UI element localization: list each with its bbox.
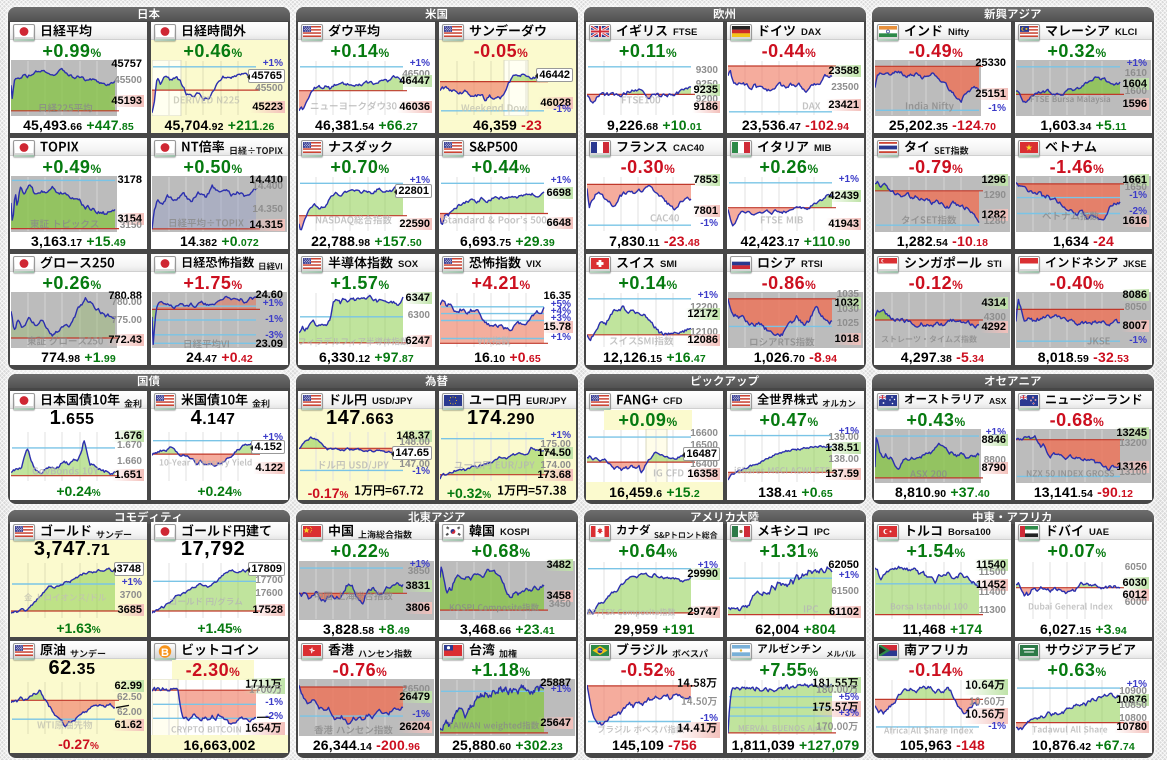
svg-text:B: B — [161, 647, 169, 658]
